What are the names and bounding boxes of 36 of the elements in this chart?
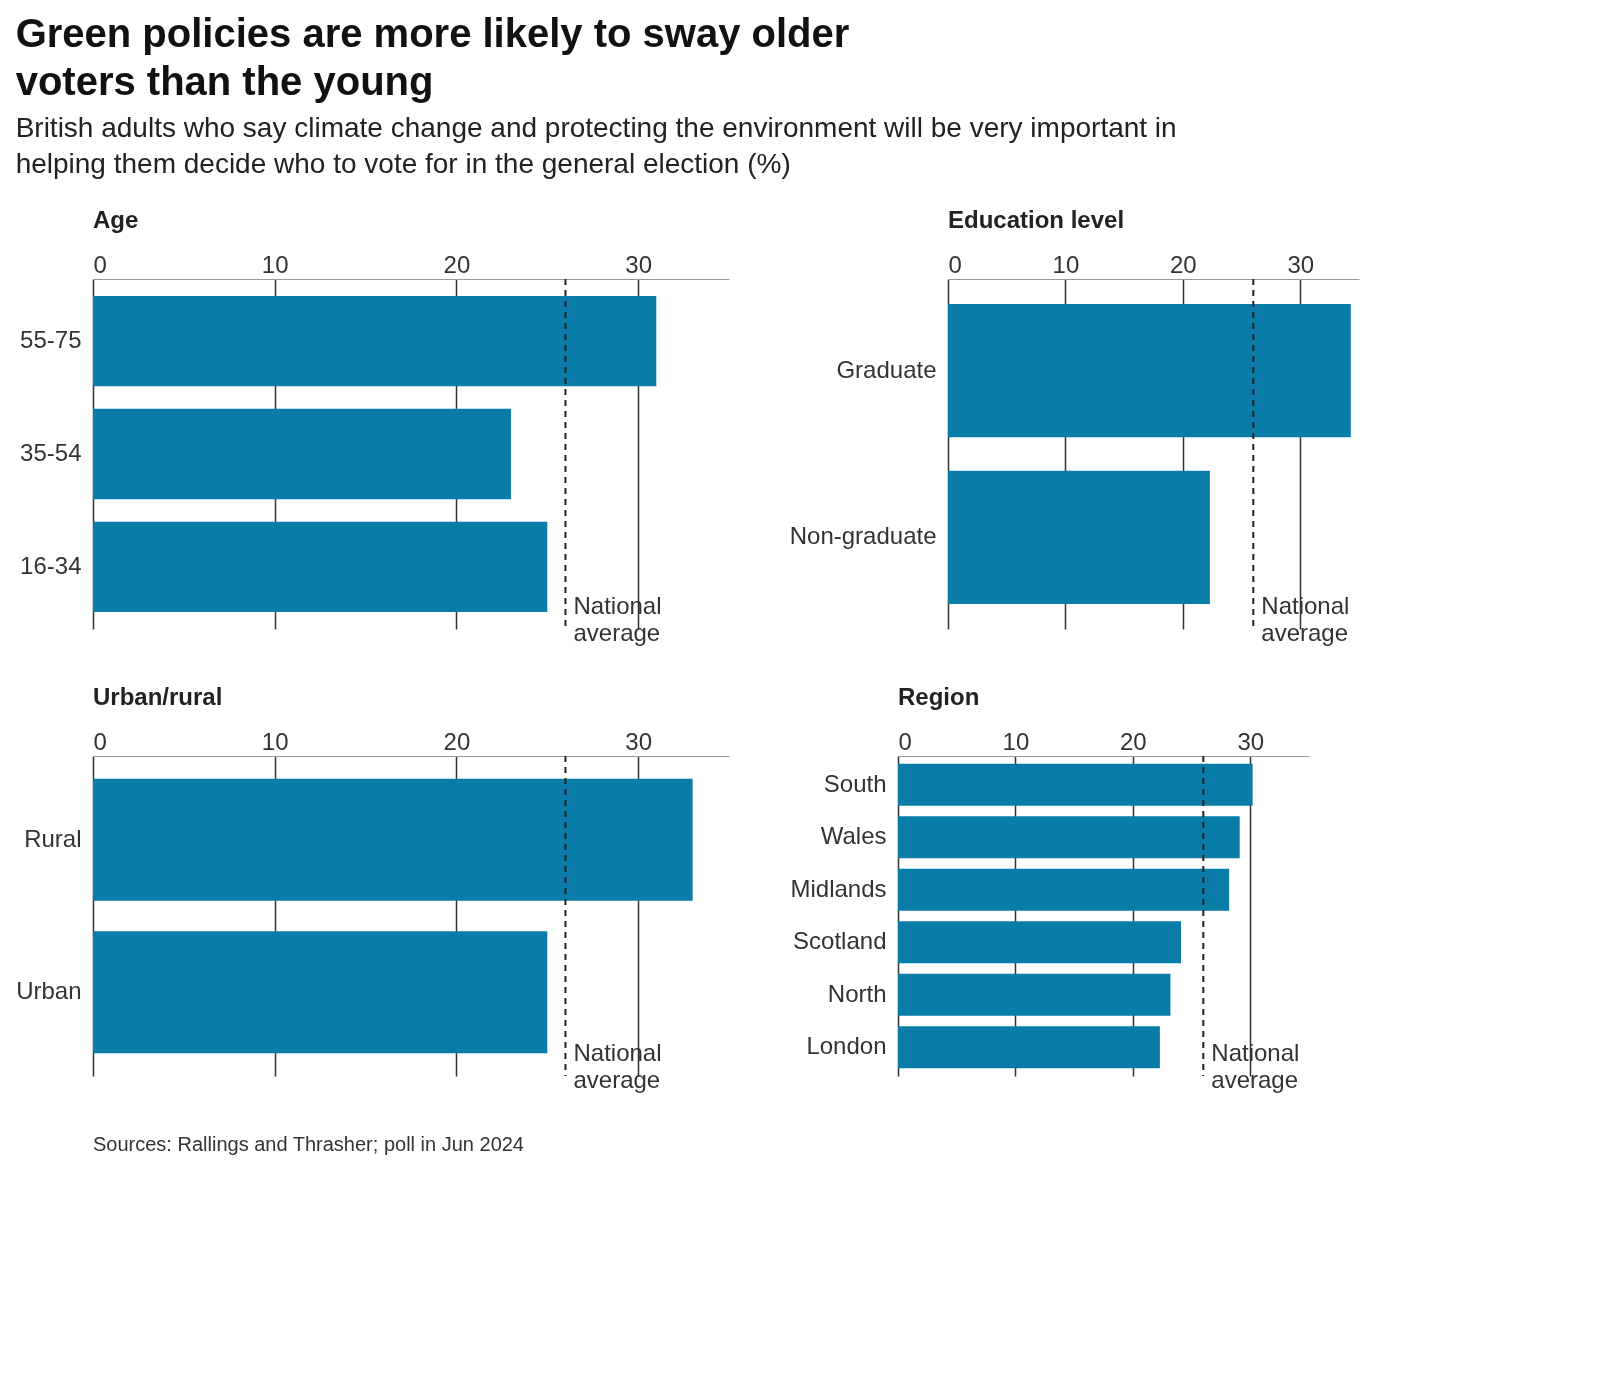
y-tick-label: Graduate [836, 355, 937, 383]
y-tick-label: 16-34 [20, 551, 82, 579]
chart-title: Education level [948, 206, 1125, 233]
x-tick-label: 10 [261, 250, 289, 278]
text: Green policies are more likely to sway older voters than the young [15, 11, 850, 103]
x-tick-label: 20 [443, 727, 471, 755]
x-tick-label: 10 [1002, 727, 1030, 755]
y-tick-label: Midlands [790, 874, 887, 902]
x-tick-label: 20 [1120, 727, 1147, 755]
text: British adults who say climate change and protecting the environment will be very important in helping them decide who to vote for in the general election (%) [15, 112, 1177, 179]
y-tick-label: London [806, 1032, 887, 1060]
x-tick-label: 0 [948, 250, 962, 278]
y-tick-label: Rural [24, 824, 82, 852]
x-tick-label: 10 [261, 727, 289, 755]
y-tick-label: 55-75 [20, 326, 82, 354]
x-tick-label: 0 [93, 727, 107, 755]
x-tick-label: 20 [1170, 250, 1197, 278]
source-note: Sources: Rallings and Thrasher; poll in Jun 2024 [93, 1133, 524, 1155]
y-tick-label: South [823, 769, 887, 797]
x-tick-label: 10 [1052, 250, 1080, 278]
chart-title: Age [93, 206, 139, 233]
x-tick-label: 0 [93, 250, 107, 278]
y-tick-label: Urban [16, 977, 82, 1005]
chart-title: Urban/rural [93, 683, 223, 710]
x-tick-label: 30 [625, 250, 652, 278]
x-tick-label: 20 [443, 250, 471, 278]
y-tick-label: Non-graduate [789, 522, 937, 550]
x-tick-label: 30 [1237, 727, 1265, 755]
x-tick-label: 30 [1287, 250, 1315, 278]
x-tick-label: 0 [898, 727, 912, 755]
y-tick-label: Wales [820, 822, 887, 850]
y-tick-label: 35-54 [20, 439, 82, 466]
chart-title: Region [898, 683, 980, 710]
y-tick-label: North [827, 979, 887, 1007]
y-tick-label: Scotland [793, 927, 887, 955]
x-tick-label: 30 [625, 727, 652, 755]
